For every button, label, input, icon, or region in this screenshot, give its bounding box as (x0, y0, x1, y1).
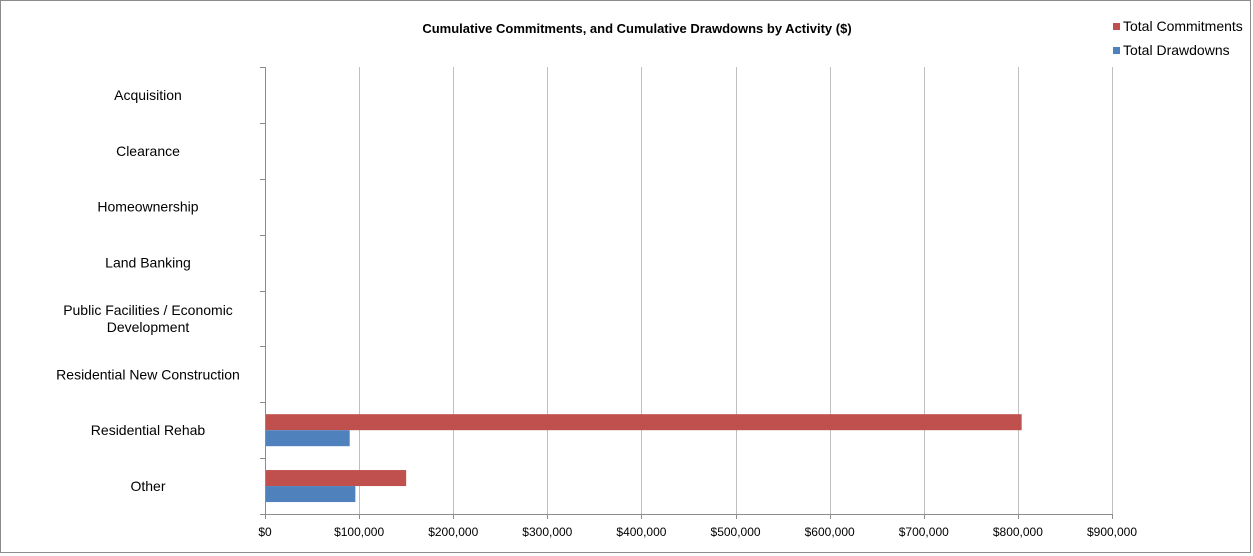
category-labels: Acquisition Clearance Homeownership Land Ba… (56, 87, 240, 494)
legend-swatch (1113, 23, 1120, 30)
category-label: Land Banking (105, 255, 191, 271)
category-label: Acquisition (114, 87, 182, 103)
x-tick-label: $800,000 (993, 525, 1043, 539)
category-label: Homeownership (97, 199, 198, 215)
gridlines (359, 67, 1113, 514)
x-tick-label: $900,000 (1087, 525, 1137, 539)
x-tick-label: $300,000 (522, 525, 572, 539)
bar-total-commitments (265, 414, 1022, 431)
x-tick-label: $0 (258, 525, 272, 539)
legend: Total Commitments Total Drawdowns (1113, 18, 1243, 58)
x-tick-label: $700,000 (899, 525, 949, 539)
bars (265, 414, 1022, 503)
x-tick-label: $500,000 (711, 525, 761, 539)
category-label: Public Facilities / Economic Development (63, 302, 233, 335)
bar-total-commitments (265, 470, 407, 487)
bar-total-drawdowns (265, 430, 350, 447)
category-label: Other (130, 478, 165, 494)
category-label: Clearance (116, 143, 180, 159)
category-label: Residential Rehab (91, 422, 206, 438)
x-tick-label: $100,000 (334, 525, 384, 539)
legend-swatch (1113, 47, 1120, 54)
x-tick-label: $400,000 (616, 525, 666, 539)
chart-title: Cumulative Commitments, and Cumulative D… (422, 21, 851, 36)
x-tick-label: $600,000 (805, 525, 855, 539)
x-tick-label: $200,000 (428, 525, 478, 539)
axes (260, 67, 1113, 519)
x-tick-labels: $0 $100,000 $200,000 $300,000 $400,000 $500,0… (258, 525, 1137, 539)
legend-label: Total Drawdowns (1123, 42, 1230, 58)
legend-label: Total Commitments (1123, 18, 1243, 34)
category-label: Residential New Construction (56, 366, 240, 382)
bar-total-drawdowns (265, 486, 356, 503)
